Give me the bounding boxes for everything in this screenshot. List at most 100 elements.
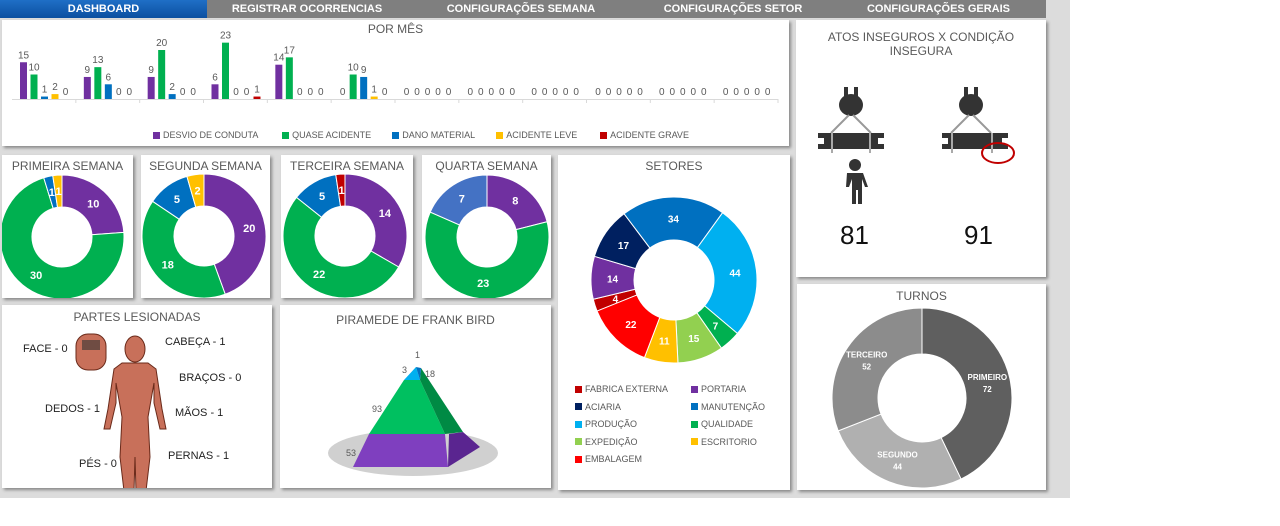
bar-data-label: 0 (244, 87, 250, 98)
legend-label: DANO MATERIAL (402, 130, 476, 140)
donut-slice (61, 174, 125, 236)
tab-configuracoes-semana[interactable]: CONFIGURAÇÕES SEMANA (446, 3, 596, 15)
legend-item: ACIARIA (575, 402, 621, 412)
legend-item: EXPEDIÇÃO (575, 437, 638, 447)
body-part-pernas: PERNAS - 1 (168, 450, 230, 462)
legend-item: QUASE ACIDENTE (282, 130, 371, 140)
bar-data-label: 1 (254, 85, 260, 96)
bar-data-label: 0 (308, 87, 314, 98)
slice-data-label: 5 (319, 191, 325, 203)
bar-data-label: 1 (371, 85, 377, 96)
donut-slice (335, 173, 346, 207)
week3-panel: TERCEIRA SEMANA 14 22 5 1 (281, 155, 413, 298)
legend-swatch (691, 420, 698, 428)
bar-data-label: 0 (754, 87, 760, 98)
body-part-bracos: BRAÇOS - 0 (179, 372, 242, 384)
partes-title: PARTES LESIONADAS (73, 310, 201, 324)
bar-data-label: 0 (190, 87, 196, 98)
setores-panel: SETORES 4 14 17 34 44 7 15 11 22 FABRICA EXTERNA… (558, 155, 790, 490)
bar (158, 50, 166, 99)
legend-label: EMBALAGEM (585, 454, 643, 464)
legend-swatch (496, 131, 504, 139)
bar (147, 76, 155, 99)
chart-title: SETORES (645, 159, 703, 173)
turnos-panel: TURNOS PRIMEIRO 72 SEGUNDO 44 TERCEIRO 52 (797, 284, 1046, 490)
week2-donut: 20 18 5 2 (141, 173, 267, 298)
legend-item: MANUTENÇÃO (691, 402, 765, 412)
bar-data-label: 0 (414, 87, 420, 98)
body-part-pes: PÉS - 0 (79, 458, 117, 470)
bar-data-label: 0 (425, 87, 431, 98)
legend-swatch (575, 420, 582, 428)
legend-item: PRODUÇÃO (575, 419, 637, 429)
legend-item: QUALIDADE (691, 419, 753, 429)
donut-slice (203, 173, 267, 295)
bar (370, 96, 378, 99)
slice-data-label: 7 (713, 321, 719, 332)
bar (360, 76, 368, 99)
slice-data-label: 5 (174, 194, 180, 206)
tab-configuracoes-setor[interactable]: CONFIGURAÇÕES SETOR (663, 3, 803, 15)
bar-data-label: 0 (510, 87, 516, 98)
atos-panel: ATOS INSEGUROS X CONDIÇÃO INSEGURA 81 91 (796, 20, 1046, 277)
legend-item: ACIDENTE LEVE (496, 130, 577, 140)
bar-data-label: 0 (616, 87, 622, 98)
legend-swatch (575, 455, 582, 463)
bar (41, 96, 48, 99)
donut-slice (186, 173, 205, 208)
bar-data-label: 23 (220, 31, 232, 42)
bar-data-label: 17 (284, 45, 296, 56)
legend-item: EMBALAGEM (575, 454, 642, 464)
week4-panel: QUARTA SEMANA 8 23 7 (422, 155, 551, 298)
bar-data-label: 0 (180, 87, 186, 98)
pyramid-level-53 (353, 434, 448, 467)
bar-data-label: 0 (340, 87, 346, 98)
pyramid-level-93 (369, 380, 445, 434)
legend-swatch (691, 438, 698, 445)
slice-data-label: 15 (688, 334, 700, 345)
legend-swatch (282, 131, 290, 139)
bar-data-label: 0 (670, 87, 676, 98)
slice-data-label: 1 (55, 186, 61, 198)
tab-dashboard[interactable]: DASHBOARD (0, 0, 207, 18)
bar-data-label: 0 (733, 87, 739, 98)
bar-data-label: 0 (659, 87, 665, 98)
chart-title: TURNOS (896, 289, 947, 303)
slice-data-label: 44 (893, 462, 902, 471)
slice-data-label: 23 (477, 278, 489, 290)
bar-data-label: 0 (765, 87, 771, 98)
legend-swatch (392, 131, 400, 139)
bar (20, 62, 27, 99)
donut-slice (2, 177, 125, 298)
bar-data-label: 0 (127, 87, 133, 98)
legend-label: MANUTENÇÃO (701, 401, 766, 412)
donut-slice (831, 307, 923, 432)
bar-data-label: 0 (489, 87, 495, 98)
bar-data-label: 13 (92, 55, 104, 66)
tab-registrar-ocorrencias[interactable]: REGISTRAR OCORRENCIAS (231, 3, 383, 15)
bar-data-label: 0 (446, 87, 452, 98)
bar-data-label: 0 (404, 87, 410, 98)
pyramid-level-1 (416, 367, 421, 380)
pyramid-level-18 (420, 368, 463, 434)
pyramid-data-label: 18 (425, 369, 436, 379)
bar (211, 84, 219, 99)
chart-title: TERCEIRA SEMANA (289, 159, 405, 173)
bar-data-label: 6 (106, 72, 112, 83)
slice-data-label: 22 (313, 269, 325, 281)
bar-data-label: 9 (148, 65, 154, 76)
bar-data-label: 0 (478, 87, 484, 98)
bar-data-label: 0 (606, 87, 612, 98)
pyramid-data-label: 93 (372, 404, 383, 414)
legend-label: ACIDENTE LEVE (506, 130, 578, 140)
chart-title: PIRAMEDE DE FRANK BIRD (336, 313, 495, 327)
bar-data-label: 6 (212, 72, 218, 83)
bar-data-label: 0 (542, 87, 548, 98)
bar-data-label: 14 (273, 53, 285, 64)
week1-panel: PRIMEIRA SEMANA 10 30 1 1 (2, 155, 133, 298)
bar-data-label: 0 (382, 87, 388, 98)
bar-data-label: 0 (563, 87, 569, 98)
legend-label: PRODUÇÃO (585, 419, 638, 429)
tab-configuracoes-gerais[interactable]: CONFIGURAÇÕES GERAIS (866, 3, 1010, 15)
